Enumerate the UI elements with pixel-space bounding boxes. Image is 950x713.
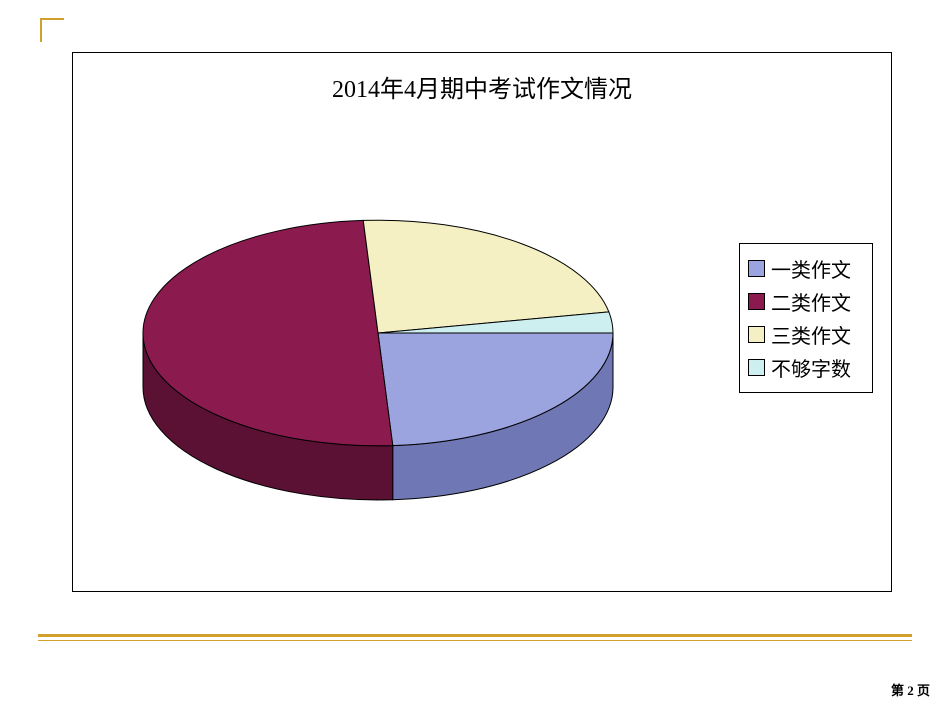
legend-item: 二类作文 bbox=[748, 287, 864, 316]
top-left-corner-accent bbox=[40, 18, 64, 42]
page-number: 第 2 页 bbox=[891, 680, 930, 699]
legend-swatch bbox=[748, 326, 765, 343]
slide: 2014年4月期中考试作文情况 一类作文二类作文三类作文不够字数 第 2 页 bbox=[0, 0, 950, 713]
legend-label: 一类作文 bbox=[771, 254, 851, 283]
legend-label: 三类作文 bbox=[771, 320, 851, 349]
chart-title: 2014年4月期中考试作文情况 bbox=[73, 69, 891, 104]
pie-chart bbox=[128, 178, 628, 558]
legend-swatch bbox=[748, 260, 765, 277]
legend-label: 二类作文 bbox=[771, 287, 851, 316]
legend-item: 一类作文 bbox=[748, 254, 864, 283]
legend-swatch bbox=[748, 293, 765, 310]
chart-legend: 一类作文二类作文三类作文不够字数 bbox=[739, 243, 873, 393]
chart-container: 2014年4月期中考试作文情况 一类作文二类作文三类作文不够字数 bbox=[72, 52, 892, 592]
legend-swatch bbox=[748, 359, 765, 376]
legend-label: 不够字数 bbox=[771, 353, 851, 382]
legend-item: 不够字数 bbox=[748, 353, 864, 382]
legend-item: 三类作文 bbox=[748, 320, 864, 349]
